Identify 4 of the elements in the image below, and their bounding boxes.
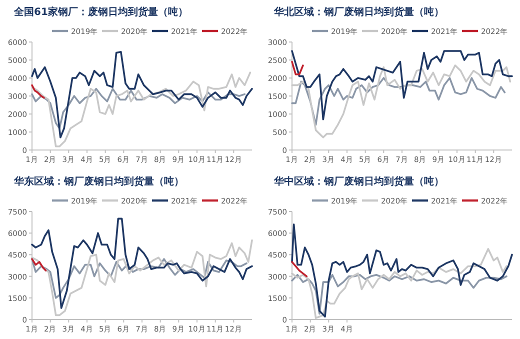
- chart-title: 华东区域：钢厂废钢日均到货量（吨）: [13, 176, 184, 188]
- chart-title: 华中区域：钢厂废钢日均到货量（吨）: [273, 176, 444, 188]
- chart-title: 全国61家钢厂：废钢日均到货量（吨）: [13, 6, 188, 18]
- chart-title: 华北区域：钢厂废钢日均到货量（吨）: [273, 6, 444, 18]
